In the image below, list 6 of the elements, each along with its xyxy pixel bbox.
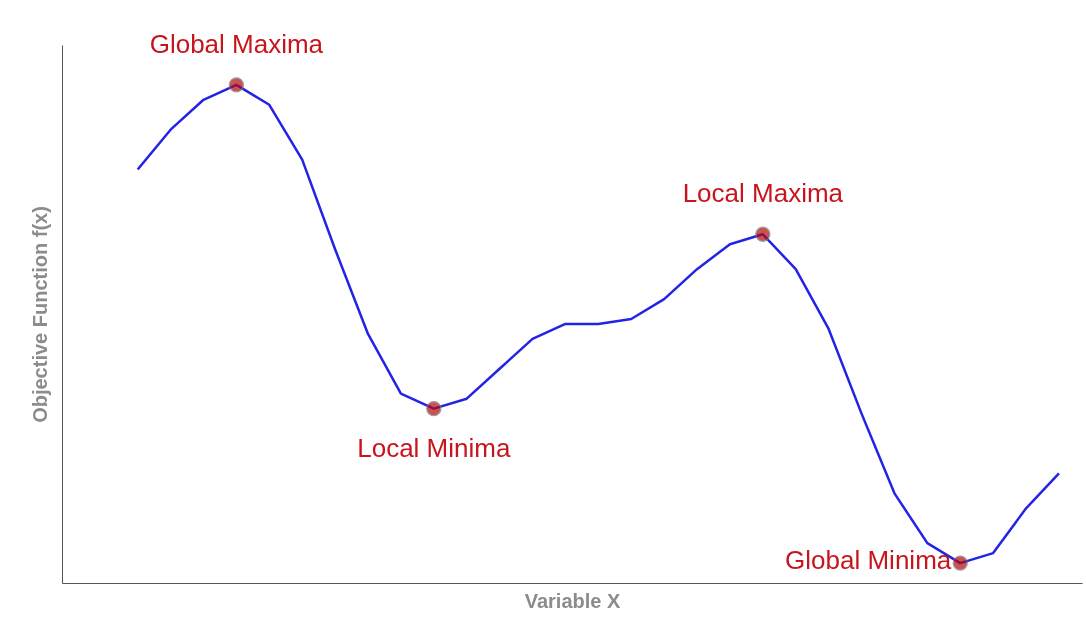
annotation: Local Maxima	[682, 178, 844, 209]
text: Global Maxima	[149, 28, 324, 59]
annotation: Local Minima	[357, 432, 511, 463]
y-axis-title: Objective Function f(x)	[28, 206, 51, 423]
annotation: Global Minima	[785, 545, 952, 576]
x-axis-title: Variable X	[524, 589, 621, 612]
